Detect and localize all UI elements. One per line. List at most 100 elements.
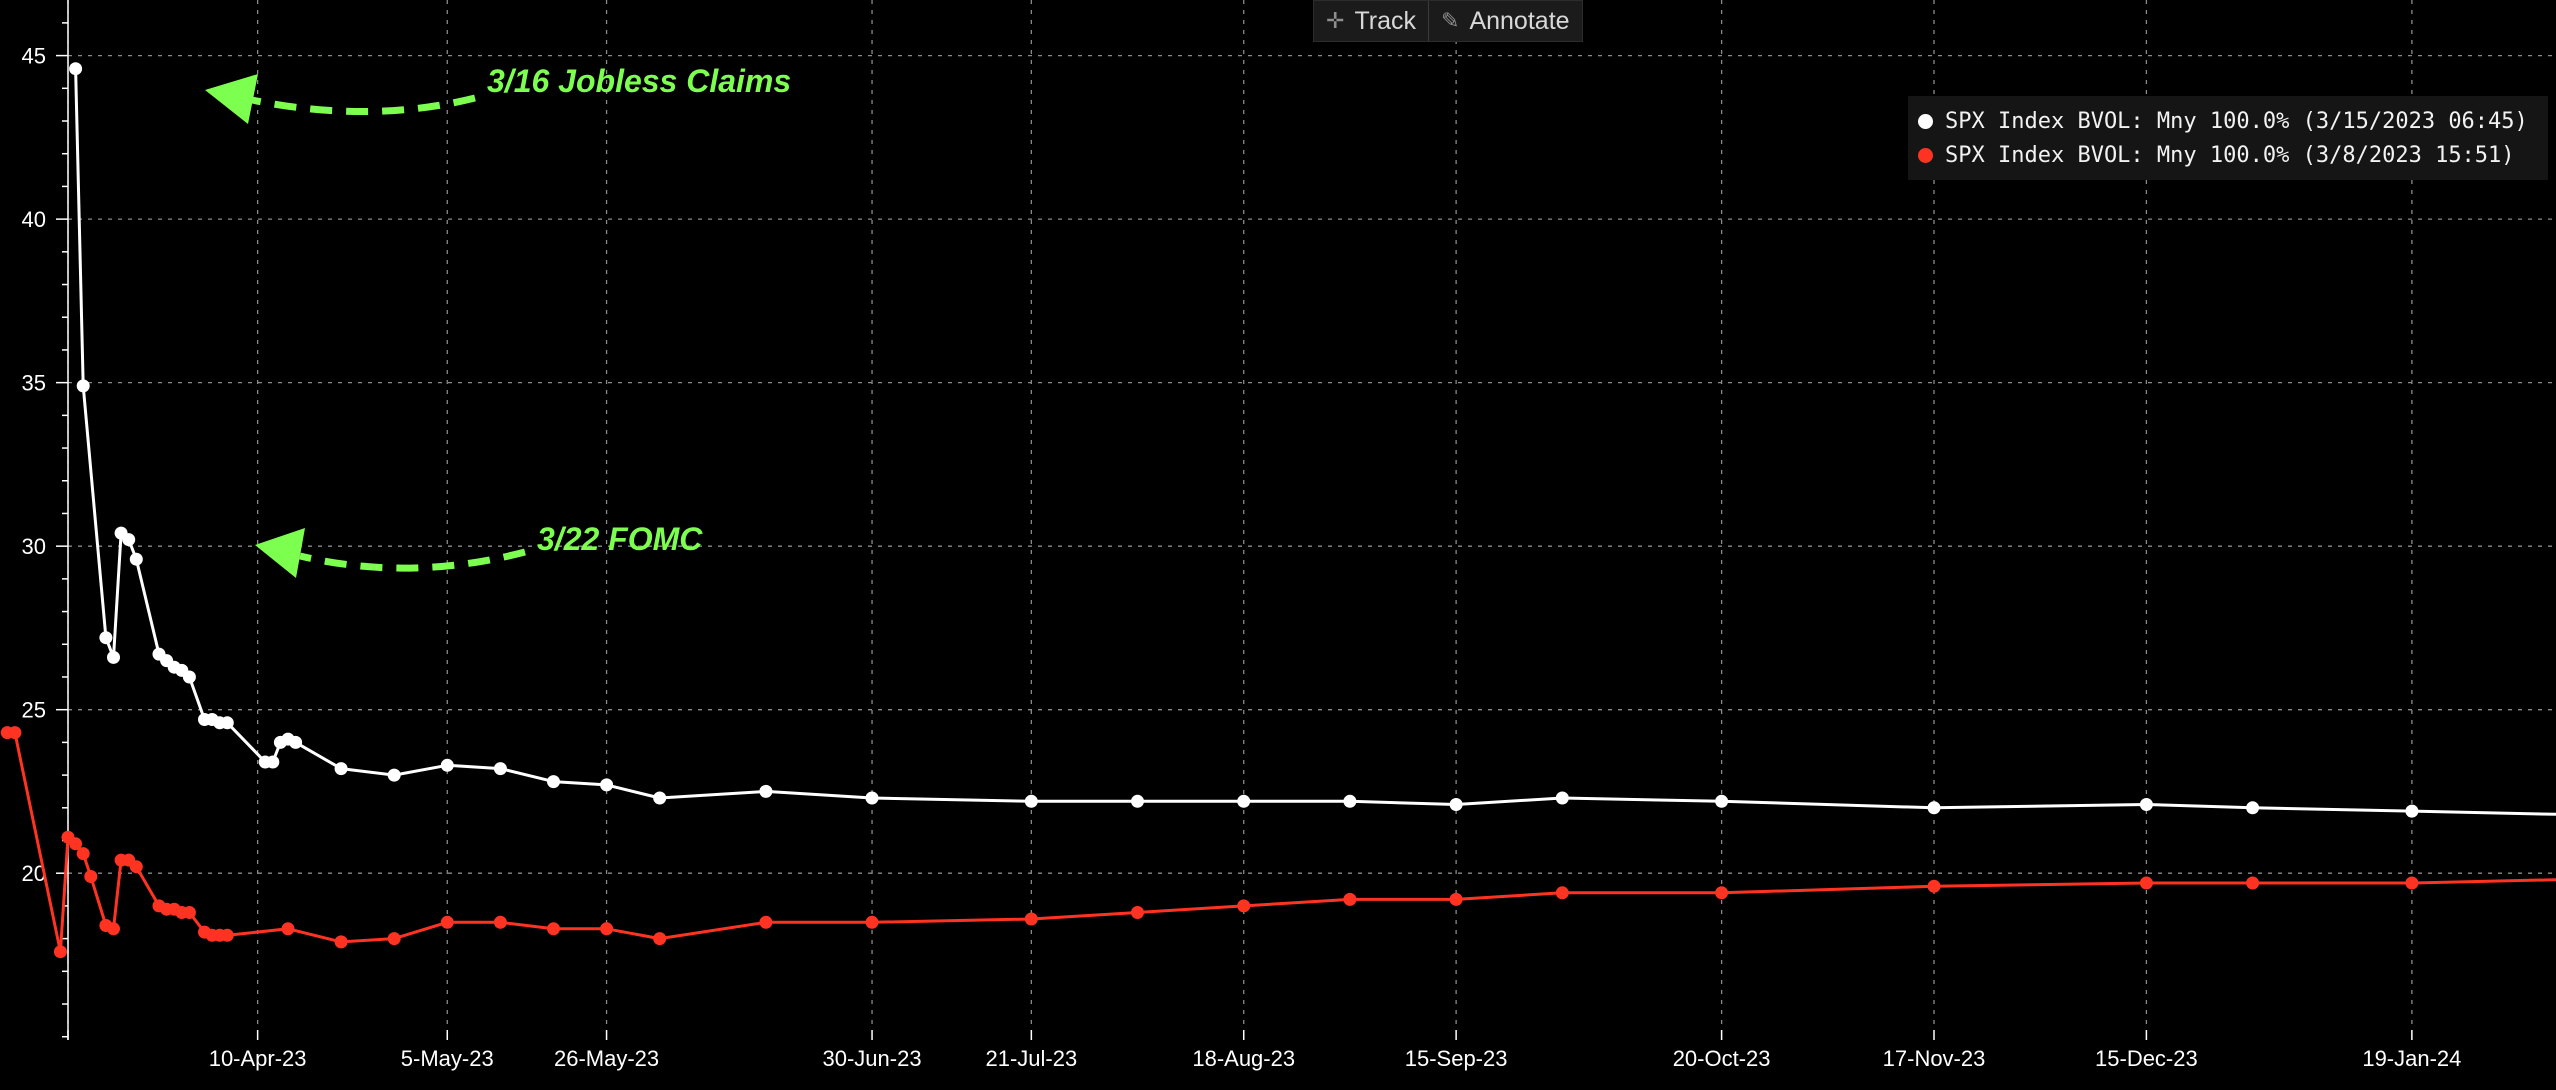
data-point[interactable] xyxy=(1927,879,1941,893)
annotate-button[interactable]: ✎ Annotate xyxy=(1428,1,1582,41)
x-tick-label: 26-May-23 xyxy=(554,1046,659,1071)
annotate-label: Annotate xyxy=(1469,6,1570,35)
y-tick-label: 25 xyxy=(22,698,46,723)
data-point[interactable] xyxy=(182,670,196,684)
data-point[interactable] xyxy=(653,932,667,946)
data-point[interactable] xyxy=(1449,798,1463,811)
x-tick-label: 30-Jun-23 xyxy=(823,1046,922,1071)
data-point[interactable] xyxy=(122,533,136,547)
data-point[interactable] xyxy=(440,758,454,772)
data-point[interactable] xyxy=(182,906,196,919)
data-point[interactable] xyxy=(129,552,143,566)
data-point[interactable] xyxy=(1715,794,1729,808)
data-point[interactable] xyxy=(2405,804,2419,818)
data-point[interactable] xyxy=(220,716,234,730)
legend-item-series-1[interactable]: SPX Index BVOL: Mny 100.0% (3/15/2023 06… xyxy=(1918,104,2538,138)
x-tick-label: 17-Nov-23 xyxy=(1883,1046,1986,1071)
data-point[interactable] xyxy=(69,837,83,851)
data-point[interactable] xyxy=(1237,794,1251,808)
annotation-layer: 3/16 Jobless Claims 3/22 FOMC xyxy=(205,63,791,578)
data-point[interactable] xyxy=(387,768,401,782)
data-point[interactable] xyxy=(1449,892,1463,906)
data-point[interactable] xyxy=(76,847,90,861)
data-point[interactable] xyxy=(129,860,143,874)
data-point[interactable] xyxy=(759,784,773,798)
x-tick-label: 10-Apr-23 xyxy=(209,1046,307,1071)
data-point[interactable] xyxy=(53,945,67,959)
data-point[interactable] xyxy=(8,726,22,740)
data-point[interactable] xyxy=(493,762,507,776)
chart-toolbar: ✛ Track ✎ Annotate xyxy=(1313,0,1583,42)
x-tick-label: 15-Dec-23 xyxy=(2095,1046,2198,1071)
track-button[interactable]: ✛ Track xyxy=(1314,1,1428,41)
data-point[interactable] xyxy=(2246,801,2260,815)
data-point[interactable] xyxy=(281,922,295,936)
track-label: Track xyxy=(1354,6,1417,35)
data-point[interactable] xyxy=(440,915,454,929)
data-point[interactable] xyxy=(2405,876,2419,890)
axes-layer xyxy=(56,0,2413,1040)
legend-label-series-1: SPX Index BVOL: Mny 100.0% (3/15/2023 06… xyxy=(1945,108,2528,134)
chart-legend: SPX Index BVOL: Mny 100.0% (3/15/2023 06… xyxy=(1908,96,2548,180)
data-point[interactable] xyxy=(547,775,560,789)
data-point[interactable] xyxy=(220,928,234,942)
data-point[interactable] xyxy=(107,650,120,664)
data-point[interactable] xyxy=(865,915,879,929)
x-tick-label: 5-May-23 xyxy=(401,1046,494,1071)
data-point[interactable] xyxy=(1927,801,1941,815)
data-point[interactable] xyxy=(1024,912,1038,926)
annotation-fomc: 3/22 FOMC xyxy=(537,521,703,557)
x-tick-label: 15-Sep-23 xyxy=(1405,1046,1508,1071)
x-axis-ticks: 10-Apr-23 5-May-23 26-May-23 30-Jun-23 21-Ju… xyxy=(209,1046,2462,1071)
data-point[interactable] xyxy=(600,922,614,936)
series-2 xyxy=(0,726,2556,959)
annotation-jobless-claims: 3/16 Jobless Claims xyxy=(487,63,791,99)
data-point[interactable] xyxy=(2246,876,2260,890)
crosshair-icon: ✛ xyxy=(1326,8,1345,33)
data-point[interactable] xyxy=(99,631,113,645)
data-point[interactable] xyxy=(266,755,280,769)
data-point[interactable] xyxy=(334,935,348,949)
data-point[interactable] xyxy=(759,915,773,929)
x-tick-label: 18-Aug-23 xyxy=(1192,1046,1295,1071)
data-point[interactable] xyxy=(107,922,120,936)
data-point[interactable] xyxy=(1131,794,1144,808)
data-point[interactable] xyxy=(1343,892,1357,906)
annotation-arrow-fomc xyxy=(299,548,526,572)
data-point[interactable] xyxy=(1024,794,1038,808)
y-tick-label: 35 xyxy=(22,371,46,396)
data-point[interactable] xyxy=(653,791,667,805)
data-point[interactable] xyxy=(1237,899,1251,913)
data-point[interactable] xyxy=(2139,876,2153,890)
data-point[interactable] xyxy=(84,870,98,883)
data-point[interactable] xyxy=(1343,794,1357,808)
series-layer xyxy=(0,62,2556,959)
legend-item-series-2[interactable]: SPX Index BVOL: Mny 100.0% (3/8/2023 15:… xyxy=(1918,138,2538,172)
pencil-icon: ✎ xyxy=(1441,8,1460,33)
legend-marker-white xyxy=(1918,113,1933,129)
y-tick-label: 45 xyxy=(22,44,46,69)
y-tick-label: 30 xyxy=(22,534,46,559)
data-point[interactable] xyxy=(69,62,83,76)
series-1 xyxy=(69,62,2556,818)
annotation-arrowhead-fomc xyxy=(255,528,305,578)
data-point[interactable] xyxy=(387,932,401,946)
data-point[interactable] xyxy=(600,778,614,792)
data-point[interactable] xyxy=(1555,886,1569,900)
legend-marker-red xyxy=(1918,147,1933,163)
data-point[interactable] xyxy=(547,922,560,936)
series-line-2 xyxy=(7,731,2556,954)
data-point[interactable] xyxy=(865,791,879,805)
data-point[interactable] xyxy=(334,762,348,776)
data-point[interactable] xyxy=(1131,906,1144,919)
data-point[interactable] xyxy=(493,915,507,929)
legend-label-series-2: SPX Index BVOL: Mny 100.0% (3/8/2023 15:… xyxy=(1945,142,2515,168)
annotation-arrow-jobless-claims xyxy=(251,94,476,115)
data-point[interactable] xyxy=(289,735,303,749)
annotation-arrowhead-jobless-claims xyxy=(205,74,258,124)
data-point[interactable] xyxy=(2139,798,2153,811)
data-point[interactable] xyxy=(76,379,90,393)
data-point[interactable] xyxy=(1715,886,1729,900)
data-point[interactable] xyxy=(1555,791,1569,805)
